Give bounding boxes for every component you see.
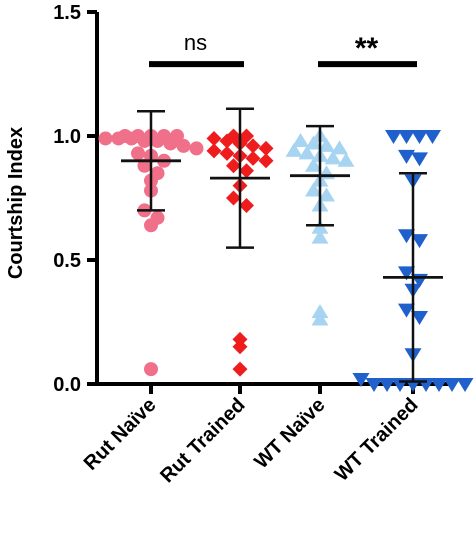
point-wt-trained-17 bbox=[378, 378, 396, 392]
point-rut-naive-6 bbox=[111, 131, 126, 146]
sig-label-1: ** bbox=[355, 32, 379, 65]
x-tick-label-wt-trained: WT Trained bbox=[331, 394, 423, 486]
point-wt-trained-0 bbox=[385, 130, 402, 144]
point-rut-trained-2 bbox=[206, 130, 222, 146]
y-tick-label-0-5: 0.5 bbox=[53, 250, 81, 272]
point-rut-trained-16 bbox=[239, 197, 254, 213]
point-wt-trained-12 bbox=[398, 303, 415, 318]
point-rut-naive-11 bbox=[176, 138, 191, 153]
point-rut-naive-9 bbox=[150, 133, 165, 148]
point-rut-trained-10 bbox=[245, 150, 261, 166]
point-rut-trained-13 bbox=[239, 163, 254, 179]
point-wt-naive-9 bbox=[337, 152, 355, 167]
point-rut-naive-5 bbox=[98, 131, 113, 146]
point-wt-naive-19 bbox=[311, 311, 329, 326]
point-wt-naive-18 bbox=[311, 304, 329, 319]
point-wt-naive-1 bbox=[292, 132, 309, 147]
point-wt-trained-9 bbox=[398, 266, 415, 281]
y-tick-label-0-0: 0.0 bbox=[53, 374, 81, 396]
point-rut-trained-6 bbox=[258, 140, 274, 156]
point-rut-naive-13 bbox=[131, 146, 145, 161]
point-rut-naive-22 bbox=[144, 218, 158, 233]
point-wt-trained-15 bbox=[352, 373, 370, 388]
point-rut-trained-11 bbox=[258, 153, 274, 169]
point-wt-trained-16 bbox=[365, 378, 383, 392]
point-wt-naive-13 bbox=[305, 182, 322, 197]
point-rut-naive-12 bbox=[189, 141, 204, 156]
annotations-layer: ns ** bbox=[149, 30, 417, 68]
data-points-layer bbox=[98, 128, 474, 392]
point-wt-trained-8 bbox=[411, 234, 428, 249]
x-tick-label-wt-naive: WT Naïve bbox=[250, 394, 329, 473]
point-rut-naive-10 bbox=[163, 136, 178, 151]
point-wt-trained-5 bbox=[411, 152, 428, 167]
point-wt-trained-4 bbox=[398, 149, 415, 164]
x-tick-label-rut-naive: Rut Naïve bbox=[80, 394, 161, 475]
y-axis-label: Courtship Index bbox=[5, 127, 27, 279]
point-wt-naive-10 bbox=[305, 157, 322, 172]
y-tick-label-1-0: 1.0 bbox=[53, 126, 81, 148]
point-wt-trained-21 bbox=[430, 378, 448, 392]
point-rut-trained-5 bbox=[245, 138, 261, 154]
point-wt-trained-23 bbox=[456, 378, 474, 392]
point-wt-naive-4 bbox=[331, 140, 348, 155]
point-rut-trained-8 bbox=[219, 145, 235, 161]
point-wt-naive-16 bbox=[311, 219, 329, 234]
point-rut-trained-3 bbox=[219, 133, 235, 149]
point-wt-naive-2 bbox=[305, 135, 322, 150]
point-wt-naive-8 bbox=[324, 150, 342, 165]
sig-label-0: ns bbox=[184, 30, 207, 55]
point-wt-naive-3 bbox=[318, 137, 335, 152]
point-rut-trained-18 bbox=[232, 339, 248, 355]
point-wt-trained-1 bbox=[398, 130, 415, 144]
point-wt-naive-14 bbox=[318, 187, 335, 202]
y-tick-label-1-5: 1.5 bbox=[53, 2, 81, 24]
point-rut-naive-8 bbox=[137, 133, 152, 148]
point-wt-trained-22 bbox=[443, 378, 461, 392]
point-wt-naive-6 bbox=[298, 145, 316, 160]
point-rut-naive-23 bbox=[144, 362, 158, 377]
point-rut-trained-7 bbox=[206, 143, 222, 159]
point-wt-trained-13 bbox=[411, 311, 428, 326]
point-wt-naive-17 bbox=[311, 229, 329, 244]
x-tick-label-rut-trained: Rut Trained bbox=[156, 394, 249, 487]
point-wt-naive-5 bbox=[285, 142, 303, 157]
point-rut-trained-15 bbox=[226, 190, 241, 206]
point-wt-trained-2 bbox=[411, 130, 428, 144]
point-wt-trained-3 bbox=[424, 130, 441, 144]
point-rut-trained-12 bbox=[226, 158, 241, 174]
point-rut-trained-19 bbox=[232, 361, 248, 377]
point-rut-naive-16 bbox=[137, 158, 152, 173]
point-wt-trained-7 bbox=[398, 229, 415, 244]
point-rut-naive-7 bbox=[124, 131, 139, 146]
error-bars-layer bbox=[121, 107, 443, 383]
